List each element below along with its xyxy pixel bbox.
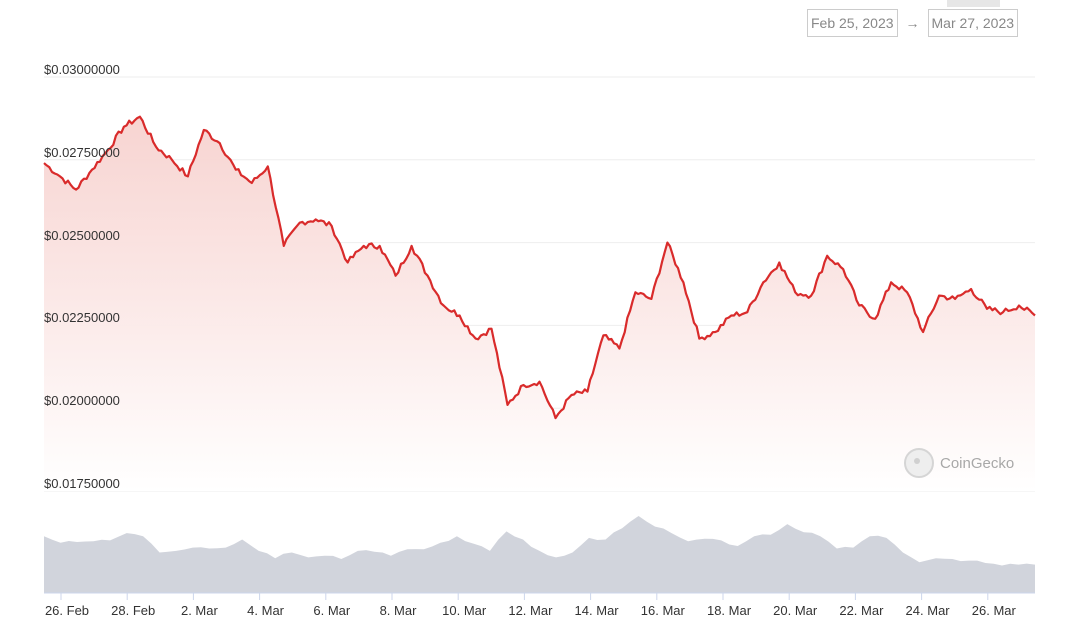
- x-tick-label: 10. Mar: [442, 603, 487, 618]
- x-tick-label: 18. Mar: [706, 603, 752, 618]
- price-line: [43, 115, 1036, 420]
- x-tick-label: 8. Mar: [379, 603, 417, 618]
- x-tick-label: 14. Mar: [574, 603, 619, 618]
- date-to-input[interactable]: Mar 27, 2023: [927, 9, 1019, 37]
- x-tick-label: 2. Mar: [180, 603, 218, 618]
- y-tick-label: $0.02250000: [44, 310, 120, 326]
- range-tab-indicator: [947, 0, 1000, 7]
- date-from-input[interactable]: Feb 25, 2023: [807, 9, 898, 37]
- y-tick-label: $0.02000000: [44, 393, 120, 409]
- coingecko-watermark: CoinGecko: [904, 448, 1014, 478]
- volume-area: [44, 516, 1035, 593]
- y-tick-label: $0.02750000: [44, 144, 120, 160]
- watermark-text: CoinGecko: [940, 454, 1015, 472]
- x-tick-label: 6. Mar: [313, 603, 351, 618]
- range-arrow-icon: →: [905, 15, 920, 31]
- coingecko-gecko-icon: [904, 448, 934, 478]
- x-tick-label: 4. Mar: [247, 603, 285, 618]
- y-tick-label: $0.02500000: [44, 227, 120, 243]
- y-tick-label: $0.03000000: [44, 62, 120, 77]
- x-tick-label: 22. Mar: [839, 603, 884, 618]
- x-tick-label: 12. Mar: [508, 603, 553, 618]
- x-tick-label: 20. Mar: [773, 603, 818, 618]
- x-tick-label: 16. Mar: [640, 603, 685, 618]
- x-tick-label: 24. Mar: [905, 603, 950, 618]
- y-tick-label: $0.01750000: [44, 476, 120, 491]
- x-tick-label: 26. Feb: [44, 603, 90, 618]
- price-area-fill: [44, 116, 1035, 491]
- x-axis-ticks: [60, 593, 989, 600]
- x-tick-label: 28. Feb: [111, 603, 156, 618]
- x-tick-label: 26. Mar: [971, 603, 1016, 618]
- date-range-picker: Feb 25, 2023 → Mar 27, 2023: [807, 9, 1019, 37]
